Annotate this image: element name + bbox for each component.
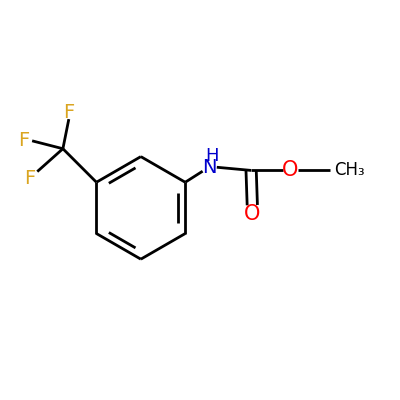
Text: O: O [244, 204, 260, 224]
Text: F: F [63, 102, 74, 122]
Text: CH₃: CH₃ [334, 162, 364, 180]
Text: F: F [18, 131, 29, 150]
Text: H: H [205, 147, 218, 165]
Text: O: O [282, 160, 299, 180]
Text: F: F [24, 169, 36, 188]
Text: N: N [202, 158, 217, 177]
